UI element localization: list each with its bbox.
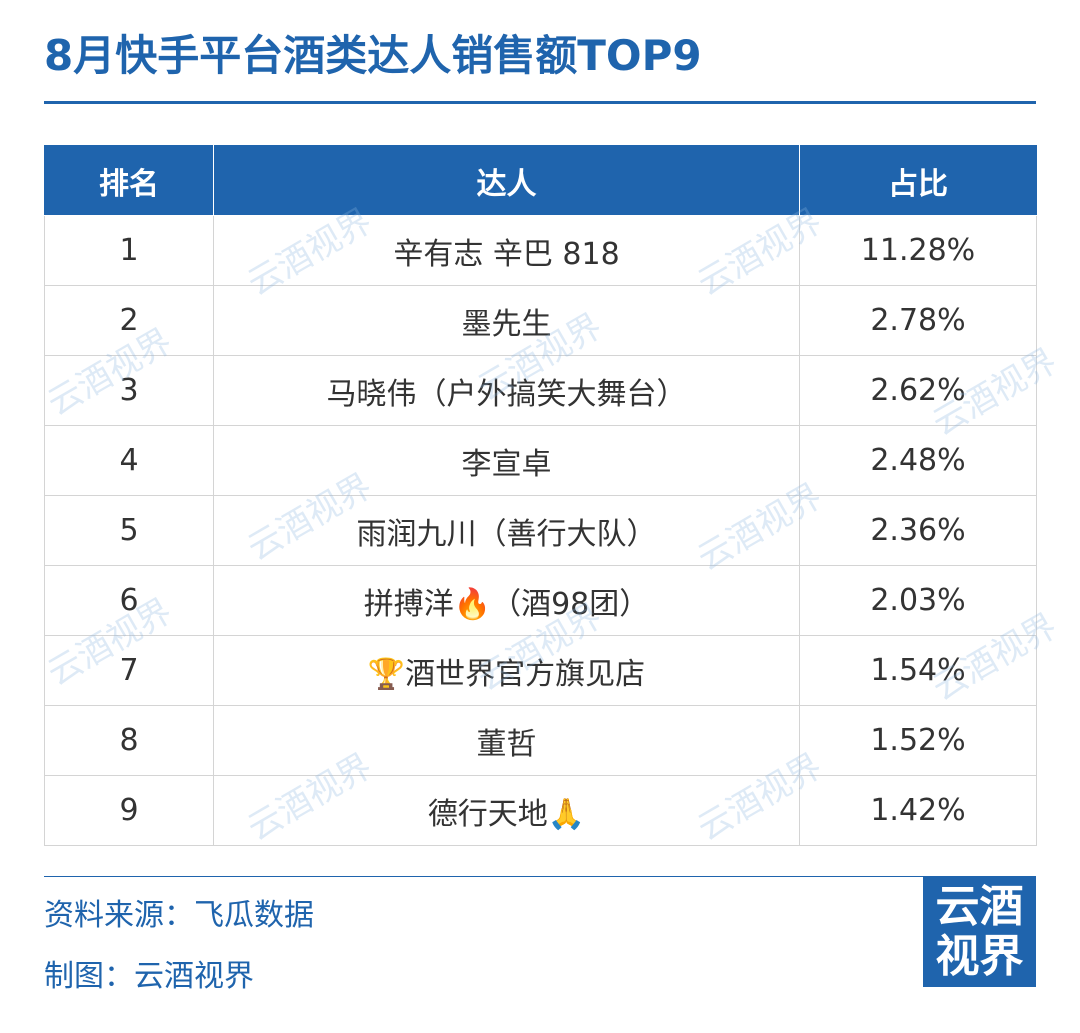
name-cell: 董哲 [213,705,800,776]
logo-line-1: 云酒 [935,880,1024,932]
name-cell: 拼搏洋🔥（酒98团） [213,565,800,636]
brand-logo: 云酒 视界 [923,876,1036,987]
rank-cell: 7 [44,635,214,706]
table-header-row: 排名 达人 占比 [44,145,1037,216]
table-row: 7 🏆酒世界官方旗见店 1.54% [44,635,1037,706]
share-cell: 2.62% [799,355,1037,426]
share-cell: 2.03% [799,565,1037,636]
name-cell: 辛有志 辛巴 818 [213,215,800,286]
table-body: 1 辛有志 辛巴 818 11.28% 2 墨先生 2.78% 3 马晓伟（户外搞笑大舞台） 2… [44,215,1037,846]
logo-line-2: 视界 [935,930,1024,982]
share-cell: 11.28% [799,215,1037,286]
table-row: 3 马晓伟（户外搞笑大舞台） 2.62% [44,355,1037,426]
name-cell: 李宣卓 [213,425,800,496]
ranking-table: 排名 达人 占比 1 辛有志 辛巴 818 11.28% 2 墨先生 2.78% 3 马晓伟（… [44,145,1037,846]
share-cell: 1.54% [799,635,1037,706]
share-cell: 2.78% [799,285,1037,356]
chart-maker: 制图：云酒视界 [44,959,254,994]
table-row: 1 辛有志 辛巴 818 11.28% [44,215,1037,286]
rank-cell: 3 [44,355,214,426]
share-cell: 1.42% [799,775,1037,846]
title-underline [44,101,1036,104]
share-cell: 2.36% [799,495,1037,566]
name-cell: 马晓伟（户外搞笑大舞台） [213,355,800,426]
name-cell: 🏆酒世界官方旗见店 [213,635,800,706]
rank-cell: 8 [44,705,214,776]
rank-cell: 1 [44,215,214,286]
rank-cell: 6 [44,565,214,636]
table-row: 8 董哲 1.52% [44,705,1037,776]
chart-title: 8月快手平台酒类达人销售额TOP9 [44,31,702,80]
table-row: 9 德行天地🙏 1.42% [44,775,1037,846]
name-cell: 墨先生 [213,285,800,356]
footer-divider [44,876,924,877]
rank-cell: 2 [44,285,214,356]
rank-cell: 4 [44,425,214,496]
rank-cell: 9 [44,775,214,846]
table-row: 5 雨润九川（善行大队） 2.36% [44,495,1037,566]
table-row: 6 拼搏洋🔥（酒98团） 2.03% [44,565,1037,636]
header-rank: 排名 [44,145,214,216]
rank-cell: 5 [44,495,214,566]
name-cell: 德行天地🙏 [213,775,800,846]
header-name: 达人 [213,145,800,216]
share-cell: 1.52% [799,705,1037,776]
header-share: 占比 [799,145,1037,216]
table-row: 2 墨先生 2.78% [44,285,1037,356]
table-row: 4 李宣卓 2.48% [44,425,1037,496]
data-source: 资料来源：飞瓜数据 [44,898,314,933]
name-cell: 雨润九川（善行大队） [213,495,800,566]
share-cell: 2.48% [799,425,1037,496]
